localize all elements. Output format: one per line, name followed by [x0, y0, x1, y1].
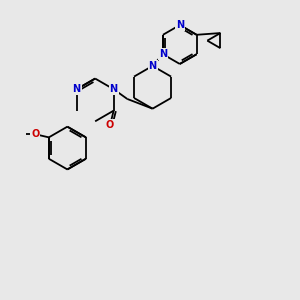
Text: N: N	[110, 84, 118, 94]
Text: N: N	[159, 49, 167, 59]
Text: O: O	[31, 129, 39, 140]
Text: O: O	[106, 120, 114, 130]
Text: N: N	[148, 61, 157, 71]
Text: N: N	[176, 20, 184, 30]
Text: N: N	[73, 84, 81, 94]
